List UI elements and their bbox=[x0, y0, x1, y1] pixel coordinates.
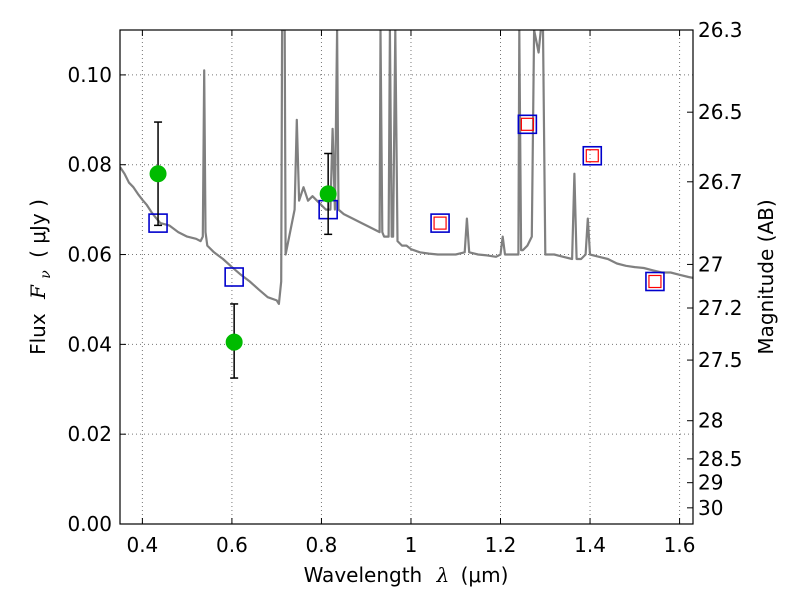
y-axis-nu-subscript: ν bbox=[38, 270, 54, 279]
x-tick-label: 0.4 bbox=[126, 533, 158, 557]
model-inner-square-marker bbox=[648, 274, 662, 289]
right-axis-title: Magnitude (AB) bbox=[754, 199, 778, 354]
y2-tick-label: 28 bbox=[698, 409, 723, 433]
y-axis-flux-symbol: F bbox=[26, 284, 50, 300]
x-axis-lambda-symbol: λ bbox=[436, 563, 450, 587]
plot-area bbox=[120, 30, 693, 379]
x-tick-label: 1.4 bbox=[574, 533, 606, 557]
model-square-marker bbox=[645, 271, 665, 292]
y-tick-label: 0.04 bbox=[67, 332, 112, 356]
model-square-marker bbox=[430, 213, 450, 233]
y2-tick-label: 26.3 bbox=[698, 18, 743, 42]
y-tick-label: 0.10 bbox=[67, 63, 112, 87]
y-tick-label: 0.02 bbox=[67, 422, 112, 446]
y2-tick-label: 26.7 bbox=[698, 170, 743, 194]
model-inner-square-marker bbox=[520, 117, 534, 131]
y-tick-label: 0.06 bbox=[67, 243, 112, 267]
spectrum-line bbox=[120, 30, 693, 305]
y2-tick-label: 27 bbox=[698, 252, 723, 276]
y-axis-title: Flux F ν ( μJy ) bbox=[26, 199, 55, 355]
model-square-marker bbox=[517, 114, 538, 135]
y-axis-label-text: Flux bbox=[26, 313, 50, 355]
plot-frame bbox=[119, 29, 694, 525]
y2-tick-label: 27.2 bbox=[698, 296, 743, 320]
y-tick-label: 0.08 bbox=[67, 153, 112, 177]
model-square-marker bbox=[582, 145, 603, 166]
y2-tick-label: 28.5 bbox=[698, 447, 743, 471]
x-axis-title: Wavelength λ (μm) bbox=[304, 563, 509, 587]
y-axis-unit: ( μJy ) bbox=[26, 199, 50, 258]
y-tick-label: 0.00 bbox=[67, 512, 112, 536]
gridlines bbox=[120, 30, 693, 525]
observed-point bbox=[225, 333, 243, 351]
model-inner-square-marker bbox=[433, 216, 447, 230]
model-square-marker bbox=[224, 267, 244, 287]
y2-tick-label: 30 bbox=[698, 496, 723, 520]
x-axis-label-text: Wavelength bbox=[304, 563, 423, 587]
x-tick-label: 1.6 bbox=[664, 533, 696, 557]
observed-point bbox=[319, 185, 337, 203]
y2-tick-label: 27.5 bbox=[698, 348, 743, 372]
x-tick-label: 0.8 bbox=[306, 533, 338, 557]
x-tick-label: 1.2 bbox=[485, 533, 517, 557]
x-tick-label: 0.6 bbox=[216, 533, 248, 557]
x-tick-label: 1 bbox=[405, 533, 418, 557]
observed-point bbox=[149, 165, 167, 183]
axis-ticks: 0.4 0.6 0.8 1 1.2 1.4 1.6 0.00 0.02 0.04 0.06 0.08 0… bbox=[67, 18, 742, 557]
x-axis-unit: (μm) bbox=[461, 563, 509, 587]
y2-tick-label: 26.5 bbox=[698, 100, 743, 124]
y2-tick-label: 29 bbox=[698, 471, 723, 495]
model-inner-square-marker bbox=[585, 149, 599, 163]
